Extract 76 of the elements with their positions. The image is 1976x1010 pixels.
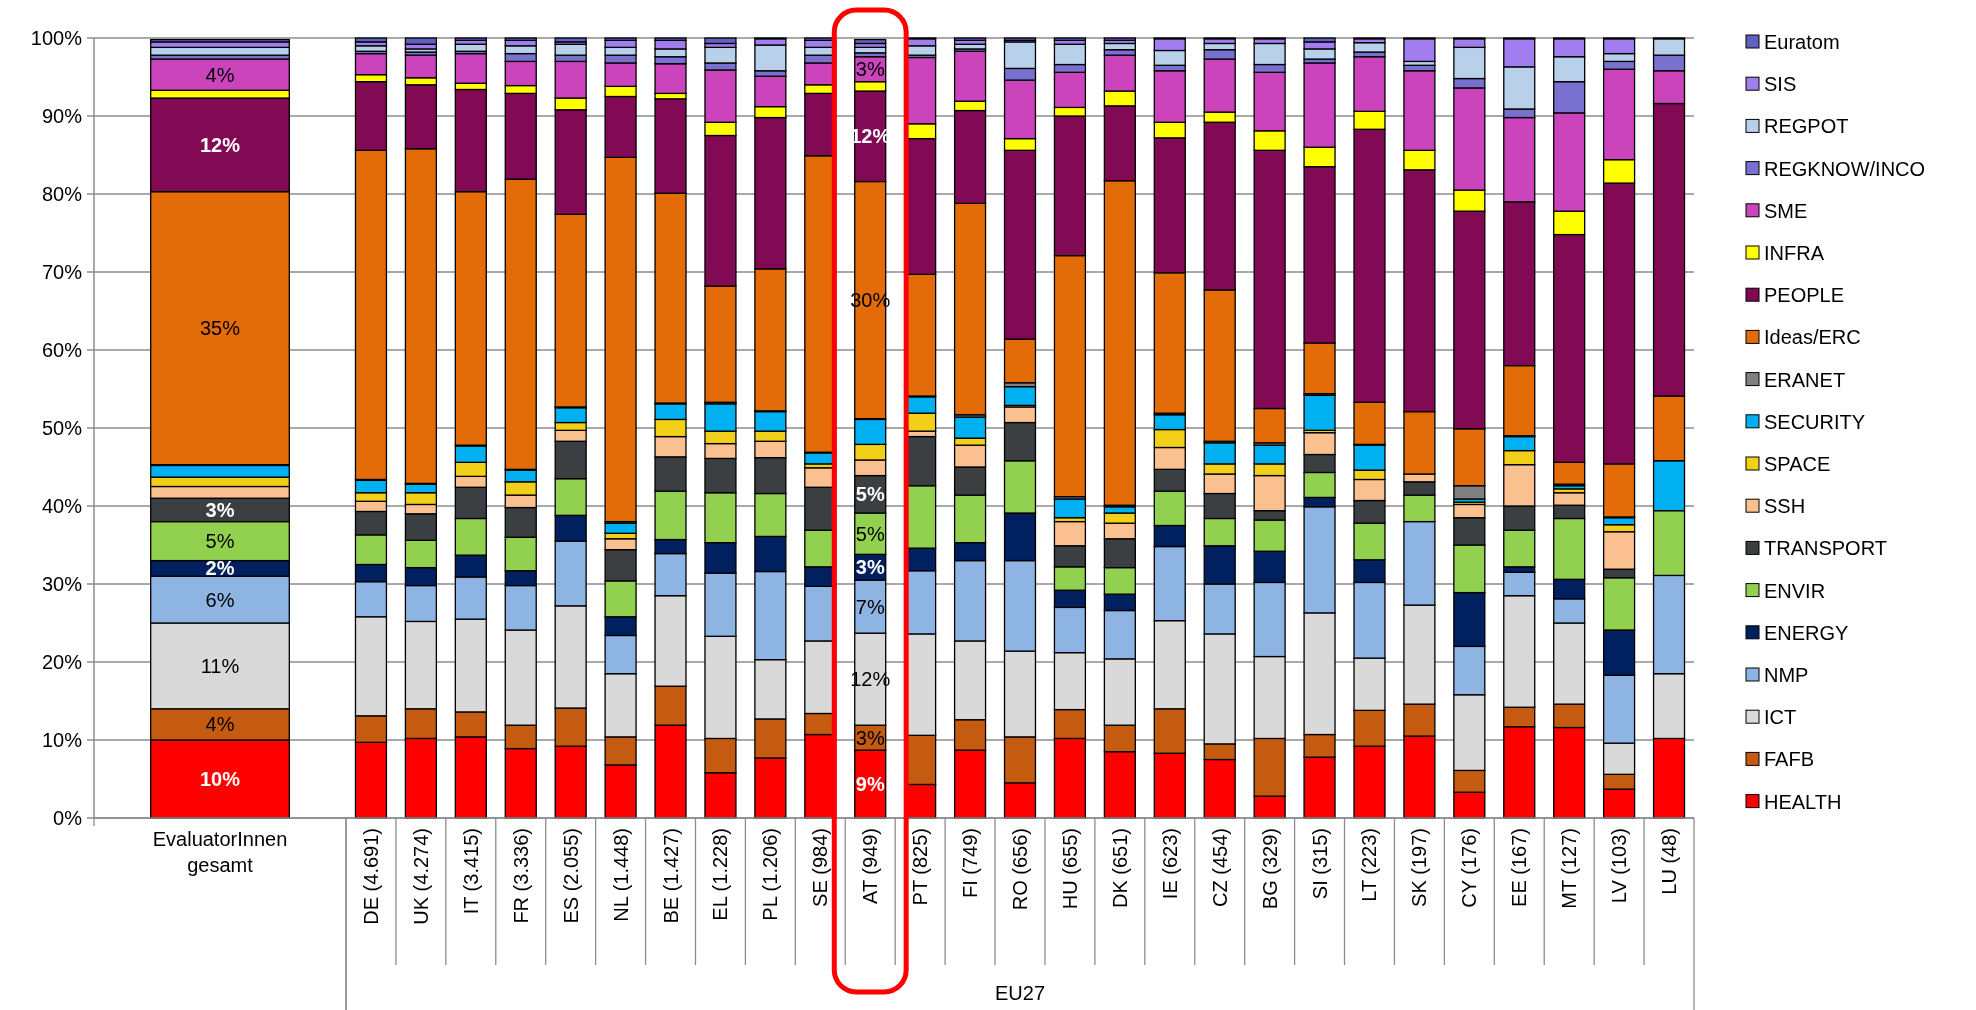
data-label: 3% [855, 726, 885, 749]
legend-label: REGKNOW/INCO [1764, 157, 1926, 180]
y-tick-label: 10% [41, 729, 83, 751]
x-tick-label: CY (176) [1458, 828, 1481, 908]
data-label: 6% [205, 588, 235, 611]
legend-label: SME [1764, 199, 1808, 222]
legend-label: HEALTH [1764, 790, 1842, 813]
x-tick-label: CZ (454) [1208, 828, 1231, 907]
y-tick-label: 90% [41, 105, 83, 127]
legend-label: ENVIR [1764, 579, 1826, 602]
x-tick-label: UK (4.274) [409, 828, 432, 925]
data-label: 12% [199, 133, 241, 156]
data-label: 3% [855, 58, 885, 81]
data-label: 3% [855, 556, 885, 579]
x-tick-label: LT (223) [1358, 828, 1381, 902]
x-tick-label: IT (3.415) [459, 828, 482, 915]
x-tick-label: DK (651) [1108, 828, 1131, 909]
x-tick-label: AT (949) [859, 828, 882, 904]
legend-label: TRANSPORT [1764, 537, 1887, 560]
data-label: 5% [855, 522, 885, 545]
x-tick-label: BE (1.427) [659, 828, 682, 924]
data-label: 5% [855, 483, 885, 506]
legend-label: SPACE [1764, 453, 1831, 475]
y-tick-label: 0% [53, 807, 83, 829]
x-tick-label: DE (4.691) [359, 828, 382, 925]
x-tick-label: RO (656) [1009, 828, 1031, 911]
x-tick-label: FR (3.336) [509, 828, 532, 924]
y-tick-label: 50% [41, 417, 83, 439]
x-axis-title: EU27 [994, 982, 1046, 1004]
legend-label: Ideas/ERC [1764, 326, 1861, 349]
data-label: 3% [205, 498, 235, 521]
x-tick-label: IE (623) [1158, 828, 1181, 900]
x-tick-label: FI (749) [959, 828, 982, 899]
y-tick-label: 100% [30, 27, 83, 49]
x-tick-label: SI (315) [1308, 828, 1331, 900]
x-tick-label: PT (825) [909, 828, 932, 906]
x-tick-label: EL (1.228) [709, 828, 732, 921]
legend-label: NMP [1764, 664, 1809, 686]
x-tick-label: LU (48) [1658, 828, 1681, 895]
y-tick-label: 30% [41, 573, 83, 595]
data-label: 7% [855, 595, 885, 618]
y-tick-label: 20% [41, 651, 83, 673]
data-label: 5% [205, 530, 235, 553]
legend-label: SSH [1764, 495, 1806, 518]
legend-label: FAFB [1764, 748, 1815, 771]
data-label: 35% [199, 317, 241, 340]
legend-label: SECURITY [1764, 410, 1866, 433]
x-tick-label: SK (197) [1408, 828, 1431, 907]
x-tick-label: NL (1.448) [609, 828, 632, 922]
legend-label: SIS [1764, 73, 1797, 96]
x-tick-label: PL (1.206) [759, 828, 782, 921]
legend-label: ENERGY [1764, 621, 1849, 644]
data-label: 2% [205, 557, 235, 580]
legend-label: ICT [1764, 706, 1797, 729]
legend-label: ERANET [1764, 368, 1846, 391]
y-tick-label: 80% [41, 183, 83, 205]
data-label: 4% [205, 713, 235, 736]
legend-label: REGPOT [1764, 115, 1849, 138]
y-tick-label: 40% [41, 495, 83, 517]
x-tick-label: HU (655) [1058, 828, 1081, 910]
legend-label: PEOPLE [1764, 284, 1845, 307]
data-label: 10% [199, 768, 241, 790]
data-label: 4% [205, 63, 235, 86]
data-label: 11% [200, 654, 240, 677]
y-tick-label: 70% [41, 261, 83, 283]
x-tick-label: BG (329) [1258, 828, 1281, 910]
x-tick-label: LV (103) [1608, 828, 1631, 904]
x-tick-label: EE (167) [1508, 828, 1531, 907]
legend-label: Euratom [1764, 31, 1840, 53]
x-tick-label: EvaluatorInnen gesamt [152, 828, 288, 876]
x-tick-label: MT (127) [1558, 828, 1581, 909]
data-label: 9% [855, 773, 885, 796]
x-tick-label: ES (2.055) [559, 828, 582, 924]
y-tick-label: 60% [41, 339, 83, 361]
legend-label: INFRA [1764, 242, 1825, 264]
x-tick-label: SE (984) [809, 828, 832, 907]
